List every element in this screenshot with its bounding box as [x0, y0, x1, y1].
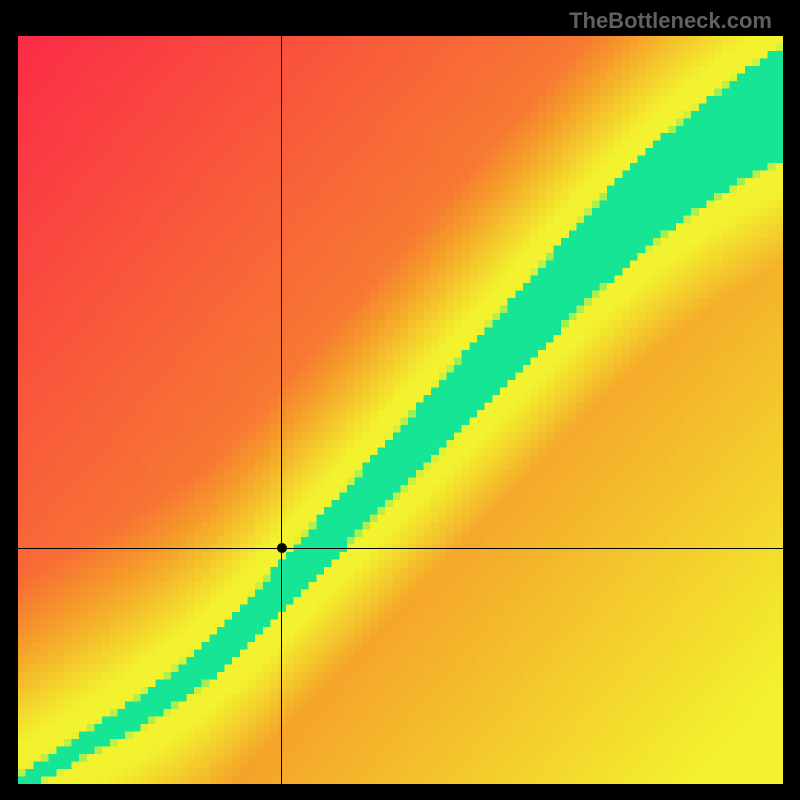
crosshair-vertical [281, 36, 282, 784]
watermark-text: TheBottleneck.com [569, 8, 772, 34]
crosshair-horizontal [18, 548, 783, 549]
heatmap-plot [18, 36, 783, 784]
heatmap-canvas [18, 36, 783, 784]
crosshair-marker-dot [277, 543, 287, 553]
